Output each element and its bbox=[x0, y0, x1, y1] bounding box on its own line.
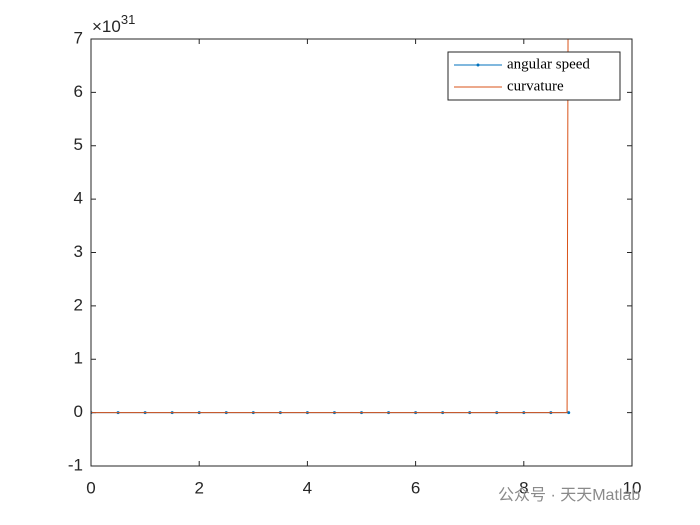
watermark: 公众号 · 天天Matlab bbox=[498, 486, 640, 504]
legend: angular speed curvature bbox=[447, 51, 621, 101]
x-tick-label: 4 bbox=[303, 478, 312, 497]
y-multiplier: ×1031 bbox=[92, 12, 135, 36]
legend-label: curvature bbox=[507, 78, 564, 94]
axes-box bbox=[90, 38, 633, 467]
series-line bbox=[91, 39, 569, 414]
y-tick-label: 0 bbox=[74, 402, 83, 421]
plot-area bbox=[91, 39, 632, 466]
y-tick-label: -1 bbox=[68, 455, 83, 474]
x-tick-label: 0 bbox=[86, 478, 95, 497]
legend-marker bbox=[476, 63, 480, 67]
y-tick-label: 4 bbox=[74, 189, 83, 208]
y-tick-label: 3 bbox=[74, 242, 83, 261]
legend-box bbox=[447, 51, 621, 101]
y-multiplier-exponent: 31 bbox=[121, 12, 135, 27]
y-tick-label: 2 bbox=[74, 295, 83, 314]
plot-lines bbox=[91, 39, 571, 415]
x-tick-label: 2 bbox=[194, 478, 203, 497]
legend-label: angular speed bbox=[507, 56, 590, 72]
y-tick-label: 6 bbox=[74, 82, 83, 101]
x-tick-label: 10 bbox=[623, 478, 642, 497]
y-multiplier-base: ×10 bbox=[92, 17, 121, 36]
x-tick-label: 8 bbox=[519, 478, 528, 497]
y-tick-label: 1 bbox=[74, 349, 83, 368]
x-tick-label: 6 bbox=[411, 478, 420, 497]
y-tick-label: 7 bbox=[74, 28, 83, 47]
marker bbox=[567, 411, 571, 415]
y-tick-label: 5 bbox=[74, 135, 83, 154]
